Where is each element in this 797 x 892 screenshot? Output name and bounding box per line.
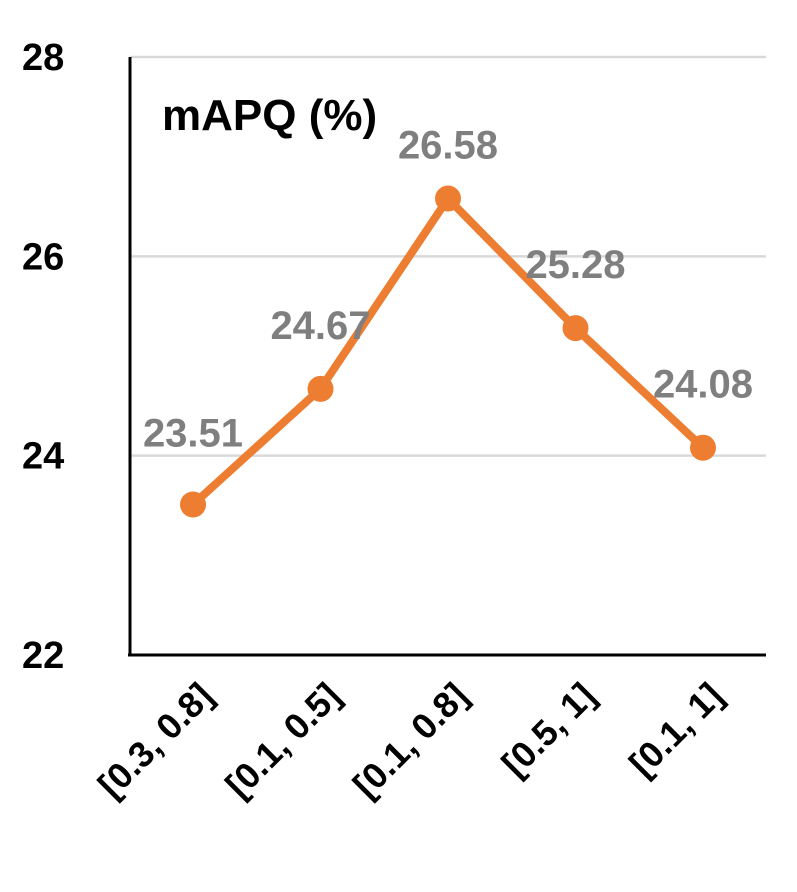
data-point [307,375,334,402]
series-line [189,194,707,509]
y-tick-label-22: 22 [22,635,64,677]
x-tick-label: [0.1, 0.8] [345,675,476,806]
data-label: 26.58 [398,124,498,168]
axes [128,57,766,657]
x-tick-labels: [0.3, 0.8][0.1, 0.5][0.1, 0.8] [0.5, 1] [0… [90,675,731,806]
x-tick-label: [0.1, 1] [621,675,731,785]
data-point [562,315,589,342]
data-label: 24.67 [270,304,370,348]
gridlines [130,55,766,457]
y-tick-label-26: 26 [22,236,64,278]
data-label: 23.51 [143,412,243,456]
x-tick-label: [0.5, 1] [494,675,604,785]
x-tick-label: [0.3, 0.8] [90,675,221,806]
data-label: 24.08 [653,363,753,407]
data-point [435,185,461,212]
x-tick-label: [0.1, 0.5] [217,675,348,806]
data-point [180,491,206,518]
y-tick-label-28: 28 [22,37,64,79]
data-labels: 23.51 24.67 26.58 25.28 24.08 [143,124,753,456]
data-label: 25.28 [525,243,625,287]
data-point [690,434,716,461]
chart-title: mAPQ (%) [162,91,377,140]
series [180,185,716,518]
y-tick-label-24: 24 [22,436,64,478]
y-tick-labels: 22 24 26 28 [22,37,64,677]
